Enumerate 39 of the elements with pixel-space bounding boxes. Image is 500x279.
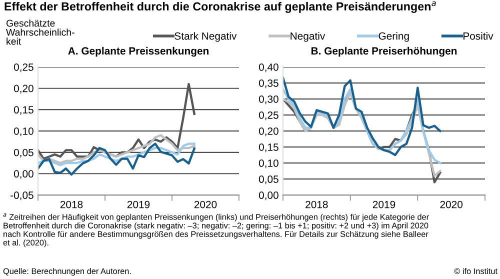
y-tick-label: 0,20 — [258, 127, 278, 136]
x-tick-label: 2020 — [194, 200, 217, 208]
y-tick-label: 0,00 — [14, 170, 34, 179]
y-tick-label: 0,00 — [258, 192, 278, 200]
y-tick-label: 0,10 — [258, 160, 278, 168]
y-tick-label: -0,05 — [10, 192, 34, 200]
y-tick-label: 0,10 — [14, 127, 34, 136]
line-series — [283, 88, 442, 164]
line-series — [38, 142, 196, 176]
source-note: Quelle: Berechnungen der Autoren. — [3, 268, 131, 276]
line-series — [38, 134, 196, 164]
x-tick-label: 2018 — [60, 200, 83, 208]
y-axis-title: Geschätzte Wahrscheinlich- keit — [6, 20, 74, 45]
chart-subtitle: A. Geplante Preissenkungen — [68, 46, 208, 57]
y-tick-label: 0,25 — [14, 63, 34, 72]
y-tick-label: 0,30 — [258, 95, 278, 104]
y-tick-label: 0,15 — [14, 106, 34, 115]
y-tick-label: 0,25 — [258, 111, 278, 120]
y-tick-label: 0,20 — [14, 84, 34, 94]
chart-title: Effekt der Betroffenheit durch die Coronakrise auf geplante Preisänderungen$^{a}$ — [4, 1, 436, 13]
x-tick-label: 2018 — [306, 200, 328, 208]
x-tick-label: 2020 — [440, 200, 463, 208]
text: © ifo Institut — [454, 268, 498, 274]
legend-label: Gering — [378, 32, 409, 42]
legend-label: Positiv — [464, 32, 494, 40]
line-series — [38, 82, 196, 160]
legend-label: Negativ — [290, 32, 326, 42]
y-tick-label: 0,35 — [258, 79, 278, 88]
chart-subtitle: B. Geplante Preiserhöhungen — [311, 46, 457, 57]
y-tick-label: 0,05 — [258, 176, 278, 184]
line-series — [283, 76, 442, 156]
x-tick-label: 2019 — [372, 200, 396, 208]
text: $^{a}$ Zeitreihen der Häufigkeit von geplanten Preissenkungen (links) und Preiserhöhungen (rechts) für jede Kategorie der Betroffenheit durch die Coronakrise (stark negativ: –3; negativ: –2; gering: –1 bis +1; positiv: +2 und +3) im April 2020 nach Kontrolle für andere Bestimmungsgrößen des Preissetzungsverhaltens. Für Details zur Schätzung siehe Balleer et al. (2020). — [3, 213, 429, 248]
x-tick-label: 2019 — [127, 200, 150, 208]
legend-label: Stark Negativ — [174, 32, 237, 42]
line-series — [38, 142, 196, 166]
y-tick-label: 0,15 — [258, 144, 278, 152]
y-tick-label: 0,05 — [14, 148, 34, 158]
y-tick-label: 0,40 — [258, 63, 278, 72]
